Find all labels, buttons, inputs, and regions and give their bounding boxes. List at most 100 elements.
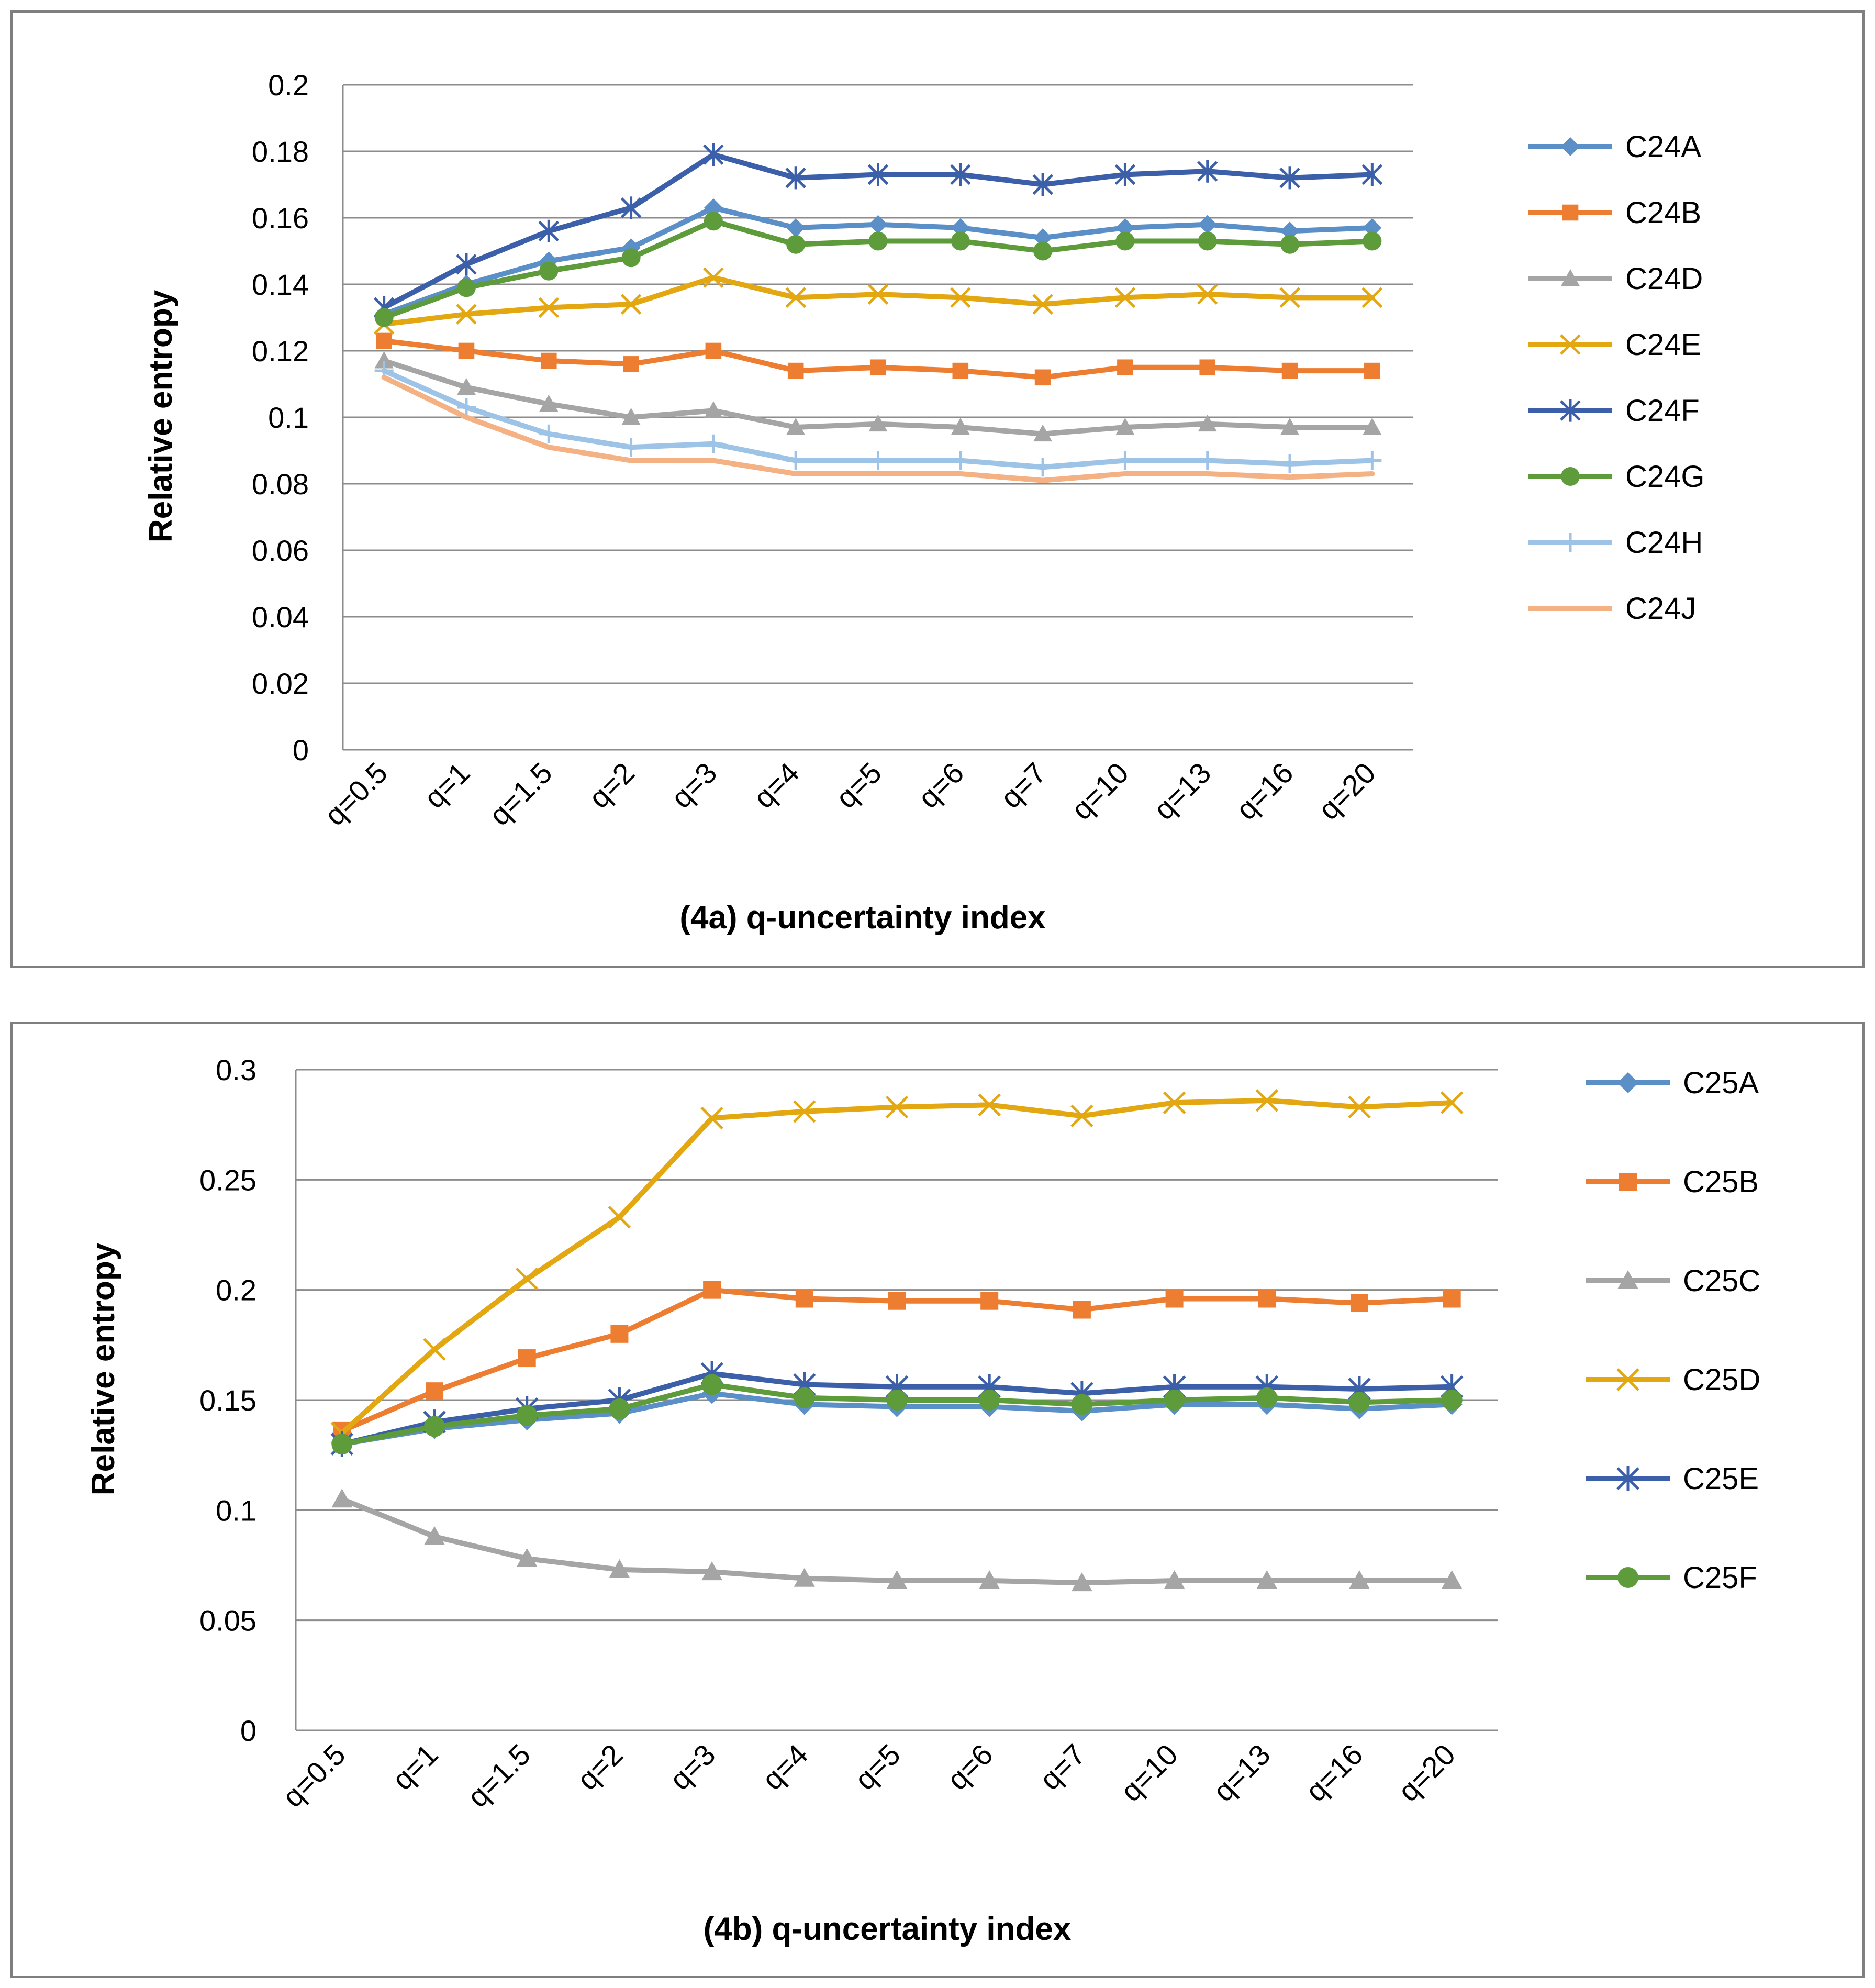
chart-4b-point-C25C xyxy=(1256,1570,1278,1589)
chart-4a-point-C24D xyxy=(868,414,888,432)
chart-4a-y-tick-label: 0 xyxy=(293,734,309,767)
chart-4a-point-C24G xyxy=(1198,231,1217,251)
chart-4a-point-C24G xyxy=(1363,231,1382,251)
chart-4b-point-C25C xyxy=(331,1489,353,1508)
chart-4b-point-C25C xyxy=(886,1570,908,1589)
chart-4a-point-C24A xyxy=(951,218,970,238)
chart-4a-point-C24G xyxy=(1115,231,1135,251)
chart-4a-point-C24G xyxy=(704,212,723,231)
chart-4b-point-C25F xyxy=(1256,1387,1278,1408)
chart-4a-legend: C24A C24B C24D C24E C24F C24G C24H C24J xyxy=(1528,130,1705,626)
chart-4a-point-C24F xyxy=(620,196,642,219)
chart-4b-point-C25D xyxy=(608,1206,631,1229)
chart-4a-legend-marker xyxy=(1562,204,1579,221)
chart-4a-point-C24B xyxy=(1117,359,1133,376)
chart-4b-y-tick-labels: 0 0.05 0.1 0.15 0.2 0.25 0.3 xyxy=(199,1053,256,1747)
chart-4b-point-C25F xyxy=(609,1398,630,1419)
chart-4a-point-C24D xyxy=(374,351,394,369)
chart-4a-y-tick-label: 0.18 xyxy=(252,135,309,168)
chart-4a-legend-marker xyxy=(1561,137,1580,156)
chart-4b-point-C25C xyxy=(979,1570,1000,1589)
chart-4a-point-C24H xyxy=(1033,458,1053,477)
chart-4a-legend-label: C24A xyxy=(1625,130,1701,164)
chart-4a-point-C24F xyxy=(867,163,889,186)
chart-4b-legend-marker xyxy=(1616,1466,1639,1491)
chart-4a-point-C24G xyxy=(621,248,641,268)
chart-4b-series xyxy=(330,1089,1464,1592)
chart-4a-point-C24E xyxy=(538,297,560,318)
chart-4b-point-C25B xyxy=(980,1292,999,1310)
chart-4b-legend-label: C25D xyxy=(1683,1363,1760,1397)
chart-4a-y-tick-label: 0.12 xyxy=(252,335,309,368)
chart-4b-series-C25C xyxy=(331,1489,1463,1592)
chart-4b-point-C25D xyxy=(423,1338,446,1361)
chart-4a-point-C24D xyxy=(456,377,476,395)
chart-4a-legend-item-C24F: C24F xyxy=(1528,394,1700,428)
chart-4a-point-C24H xyxy=(1115,451,1135,470)
chart-4b-legend-label: C25F xyxy=(1683,1561,1757,1595)
chart-4a-point-C24B xyxy=(870,359,886,376)
chart-4b-legend-item-C25B: C25B xyxy=(1586,1165,1759,1199)
chart-4b-point-C25F xyxy=(1071,1394,1092,1415)
chart-4a-legend-label: C24E xyxy=(1625,328,1701,362)
chart-4a-point-C24G xyxy=(374,308,394,327)
chart-4a-legend-item-C24D: C24D xyxy=(1528,262,1703,296)
chart-4b-legend-label: C25C xyxy=(1683,1264,1760,1298)
chart-4a-point-C24H xyxy=(1363,451,1382,470)
chart-4b-y-tick-label: 0.3 xyxy=(216,1053,256,1086)
chart-4a-point-C24H xyxy=(456,397,476,417)
chart-4b-point-C25B xyxy=(610,1325,629,1343)
chart-panel-4b: 00.050.10.150.20.250.3 q=0.5 q=1 q=1.5 q=2 q… xyxy=(10,1022,1865,1978)
chart-4a-point-C24F xyxy=(785,166,806,190)
chart-4b-point-C25B xyxy=(703,1281,721,1299)
chart-4a-y-tick-label: 0.02 xyxy=(252,667,309,700)
chart-4a-point-C24B xyxy=(1281,362,1298,379)
chart-4a-legend-label: C24H xyxy=(1625,526,1703,560)
chart-4b-point-C25F xyxy=(516,1405,538,1426)
chart-4a-legend-marker xyxy=(1561,467,1580,486)
chart-4b-legend-marker xyxy=(1616,1368,1639,1391)
chart-4a-point-C24D xyxy=(786,418,806,435)
chart-4a-point-C24H xyxy=(704,434,723,453)
chart-4b-series-C25F xyxy=(331,1374,1463,1455)
chart-4a-legend-marker xyxy=(1561,269,1580,286)
chart-4a-point-C24D xyxy=(1115,418,1135,435)
chart-4a-legend-item-C24G: C24G xyxy=(1528,460,1705,494)
chart-4a-point-C24H xyxy=(1280,454,1300,473)
chart-4a-y-tick-label: 0.04 xyxy=(252,601,309,634)
chart-4a-y-axis-title: Relative entropy xyxy=(143,290,179,542)
chart-4a-point-C24H xyxy=(621,438,641,457)
chart-4a-point-C24G xyxy=(786,235,806,254)
chart-4b-y-tick-label: 0.1 xyxy=(216,1494,256,1527)
chart-4b-point-C25C xyxy=(794,1568,815,1587)
chart-4a-legend-marker xyxy=(1560,399,1581,422)
chart-4a-point-C24H xyxy=(786,451,806,470)
chart-4b-point-C25F xyxy=(1348,1392,1370,1413)
chart-4a-point-C24A xyxy=(1280,221,1300,241)
chart-4a-point-C24B xyxy=(952,362,969,379)
chart-4a-y-tick-label: 0.06 xyxy=(252,534,309,567)
chart-4a-point-C24H xyxy=(868,451,888,470)
chart-4b-point-C25F xyxy=(424,1416,445,1437)
chart-4a-point-C24A xyxy=(704,198,723,217)
chart-4b-point-C25D xyxy=(1440,1091,1464,1114)
chart-4a-point-C24A xyxy=(1198,215,1217,234)
chart-4a-y-tick-label: 0.08 xyxy=(252,468,309,501)
chart-4b-legend-item-C25F: C25F xyxy=(1586,1561,1757,1595)
chart-4a-point-C24B xyxy=(376,332,392,349)
chart-4b-point-C25B xyxy=(1073,1301,1091,1319)
chart-4b-legend-item-C25E: C25E xyxy=(1586,1462,1759,1496)
chart-4a-point-C24F xyxy=(950,163,971,186)
chart-4a-point-C24H xyxy=(539,424,559,443)
chart-4a-point-C24F xyxy=(456,253,477,276)
chart-4b-point-C25F xyxy=(331,1434,353,1455)
chart-4b-point-C25C xyxy=(609,1559,630,1578)
chart-4b-point-C25F xyxy=(701,1374,723,1395)
chart-4a-point-C24G xyxy=(539,261,559,281)
chart-4a-series-C24H xyxy=(374,361,1382,477)
chart-4a-frame xyxy=(10,10,1865,968)
chart-4a-series-C24D xyxy=(374,351,1382,442)
chart-4a-legend-label: C24G xyxy=(1625,460,1705,494)
chart-4a-point-C24F xyxy=(1114,163,1136,186)
chart-4a-y-tick-label: 0.2 xyxy=(268,69,309,102)
